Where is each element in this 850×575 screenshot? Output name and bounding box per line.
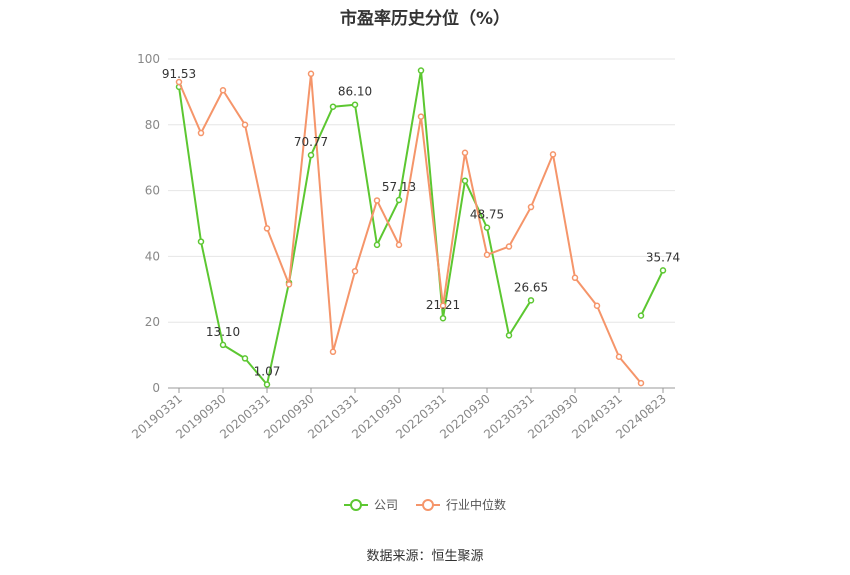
data-point-industry	[307, 70, 315, 78]
data-point-industry	[571, 274, 579, 282]
data-label: 57.13	[382, 180, 416, 194]
data-label: 13.10	[206, 325, 240, 339]
data-point-company	[395, 196, 403, 204]
legend-dot-industry	[422, 498, 434, 511]
data-label: 35.74	[646, 250, 680, 264]
y-tick-label: 80	[145, 118, 160, 132]
axis-layer: 0204060801002019033120190930202003312020…	[129, 52, 675, 442]
data-point-company	[417, 67, 425, 74]
legend-item-industry[interactable]: 行业中位数	[416, 496, 506, 513]
legend-item-company[interactable]: 公司	[343, 496, 398, 513]
legend-label-industry: 行业中位数	[446, 498, 507, 512]
series-line-company	[640, 269, 664, 317]
data-point-industry	[505, 243, 513, 250]
data-point-industry	[197, 129, 205, 137]
data-point-company	[307, 151, 315, 159]
data-point-industry	[175, 78, 183, 86]
data-point-company	[637, 312, 645, 319]
series-line-industry	[178, 72, 642, 384]
y-tick-label: 20	[145, 315, 160, 329]
data-point-industry	[219, 87, 227, 94]
data-label: 21.21	[426, 298, 460, 312]
data-point-industry	[549, 151, 557, 158]
data-source: 数据来源：恒生聚源	[366, 549, 484, 564]
series-industry	[175, 70, 645, 387]
data-point-company	[197, 238, 205, 245]
data-point-company	[461, 177, 469, 184]
data-point-company	[263, 381, 271, 388]
data-point-industry	[417, 113, 425, 120]
data-point-industry	[615, 353, 623, 360]
data-point-industry	[593, 302, 601, 309]
data-point-industry	[483, 251, 491, 259]
data-point-company	[439, 314, 447, 322]
data-point-industry	[439, 302, 447, 309]
data-point-company	[351, 101, 359, 108]
chart-title: 市盈率历史分位（%）	[339, 9, 511, 29]
series-company	[175, 67, 667, 388]
data-point-company	[505, 332, 513, 339]
data-point-industry	[373, 197, 381, 204]
data-point-company	[241, 355, 249, 362]
grid-layer	[168, 58, 675, 323]
data-label: 1.07	[254, 364, 281, 378]
data-point-company	[483, 224, 491, 231]
data-point-company	[219, 341, 227, 349]
data-label: 86.10	[338, 85, 372, 99]
legend-label-company: 公司	[373, 498, 398, 512]
y-tick-label: 60	[145, 184, 160, 198]
legend-dot-company	[349, 498, 362, 511]
data-label: 70.77	[294, 135, 328, 149]
data-point-company	[659, 267, 667, 274]
data-point-industry	[285, 281, 293, 288]
data-point-industry	[351, 267, 359, 275]
legend-swatch-industry	[416, 498, 440, 511]
data-label-layer: 91.53 13.10 1.07 70.77 86.10 57.13 21.21 48.75 2…	[162, 67, 680, 379]
data-point-industry	[637, 379, 645, 387]
y-tick-label: 0	[152, 381, 160, 395]
data-point-industry	[329, 348, 337, 356]
chart-legend: 公司 行业中位数	[0, 496, 850, 513]
data-label: 91.53	[162, 67, 196, 81]
y-tick-label: 100	[137, 52, 160, 66]
data-point-industry	[527, 203, 535, 211]
legend-swatch-company	[343, 498, 368, 511]
data-label: 26.65	[514, 280, 548, 294]
data-label: 48.75	[470, 208, 504, 222]
data-point-industry	[461, 149, 469, 157]
series-layer	[175, 67, 667, 388]
data-point-company	[329, 103, 337, 110]
data-point-industry	[395, 241, 403, 249]
y-tick-label: 40	[145, 249, 160, 263]
data-point-company	[373, 241, 381, 249]
data-point-company	[527, 297, 535, 304]
data-point-industry	[241, 121, 249, 129]
data-point-industry	[263, 225, 271, 232]
